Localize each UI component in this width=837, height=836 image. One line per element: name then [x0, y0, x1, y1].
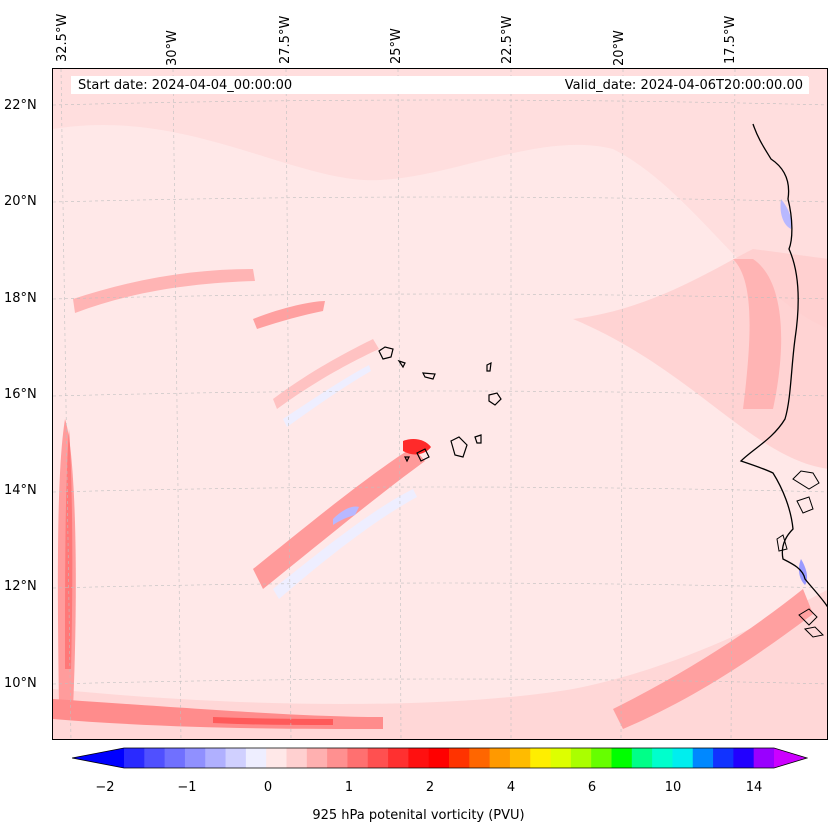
- pv-core-west: [65, 429, 73, 669]
- colorbar-cell: [327, 748, 348, 768]
- colorbar-tick: 6: [587, 780, 597, 795]
- coastline-africa: [739, 123, 827, 608]
- pv-band-southeast: [613, 589, 813, 729]
- lon-label: 30°W: [165, 30, 180, 66]
- pv-negative-spot: [333, 506, 359, 525]
- start-date-label: Start date: 2024-04-04_00:00:00: [72, 77, 299, 94]
- colorbar-cell: [266, 748, 287, 768]
- colorbar-tick: 1: [344, 780, 354, 795]
- colorbar-cell: [367, 748, 389, 768]
- colorbar-cell: [124, 748, 145, 768]
- colorbar-cell: [428, 748, 450, 768]
- island-brava: [404, 456, 410, 463]
- lon-label: 32.5°W: [55, 13, 70, 62]
- colorbar-cell: [388, 748, 409, 768]
- colorbar-cell: [530, 748, 552, 768]
- island-fogo: [416, 448, 430, 462]
- lat-label: 20°N: [4, 194, 37, 209]
- colorbar-tick: 10: [664, 780, 682, 795]
- potential-vorticity-field: [53, 69, 827, 739]
- pv-band-coast: [733, 259, 782, 409]
- colorbar-tick: 2: [425, 780, 435, 795]
- colorbar-cell: [164, 748, 186, 768]
- colorbar-cell: [205, 748, 227, 768]
- coastline-guinea-bissau-islands: [776, 470, 825, 638]
- colorbar-cell: [713, 748, 734, 768]
- colorbar-cell: [449, 748, 470, 768]
- pv-core-south: [213, 717, 333, 725]
- island-sao-vicente: [397, 359, 406, 369]
- lon-label: 27.5°W: [278, 15, 293, 64]
- lat-label: 16°N: [4, 387, 37, 402]
- lon-label: 25°W: [389, 28, 404, 64]
- valid-date-label: Valid_date: 2024-04-06T20:00:00.00: [558, 77, 809, 94]
- colorbar-cell: [184, 748, 206, 768]
- colorbar-extend-high: [774, 748, 807, 768]
- lon-label: 20°W: [612, 30, 627, 66]
- colorbar-cell: [611, 748, 633, 768]
- colorbar-cell: [550, 748, 572, 768]
- lon-label: 22.5°W: [500, 15, 515, 64]
- pv-negative-strip: [273, 489, 417, 599]
- pv-max-island: [403, 439, 431, 455]
- colorbar-tick: −2: [95, 780, 115, 795]
- pv-region-north: [53, 69, 827, 329]
- lat-label: 10°N: [4, 676, 37, 691]
- pv-region-south: [53, 509, 827, 739]
- colorbar-cell: [753, 748, 775, 768]
- colorbar-cell: [692, 748, 714, 768]
- colorbar-cell: [631, 748, 653, 768]
- colorbar-cell: [509, 748, 531, 768]
- island-maio: [474, 434, 482, 444]
- lat-label: 14°N: [4, 483, 37, 498]
- colorbar-cell: [652, 748, 673, 768]
- colorbar-cell: [672, 748, 694, 768]
- colorbar-cell: [245, 748, 267, 768]
- colorbar-cell: [469, 748, 491, 768]
- gridlines: [53, 69, 827, 739]
- island-sal: [486, 361, 492, 372]
- colorbar-title: 925 hPa potenital vorticity (PVU): [312, 808, 525, 823]
- island-santiago: [450, 436, 468, 458]
- colorbar-cell: [489, 748, 511, 768]
- colorbar-tick: −1: [177, 780, 197, 795]
- colorbar-cell: [144, 748, 166, 768]
- island-boa-vista: [488, 392, 502, 406]
- lat-label: 22°N: [4, 98, 37, 113]
- colorbar-tick: 14: [745, 780, 763, 795]
- island-sao-nicolau: [421, 372, 436, 380]
- islands: [378, 346, 502, 463]
- colorbar-tick: 0: [263, 780, 273, 795]
- pv-band-north: [73, 269, 255, 313]
- colorbar-outline: [72, 747, 808, 769]
- colorbar-cell: [591, 748, 612, 768]
- colorbar-cell: [570, 748, 592, 768]
- lat-label: 18°N: [4, 291, 37, 306]
- colorbar-cell: [733, 748, 755, 768]
- colorbar-tick: 4: [506, 780, 516, 795]
- colorbar-cell: [347, 748, 369, 768]
- lat-label: 12°N: [4, 579, 37, 594]
- lon-label: 17.5°W: [723, 15, 738, 64]
- pv-blob-north: [253, 301, 325, 329]
- colorbar-extend-low: [72, 748, 124, 768]
- colorbar: [72, 747, 808, 769]
- pv-negative-strip-2: [283, 365, 371, 427]
- colorbar-cell: [306, 748, 328, 768]
- colorbar-cell: [408, 748, 430, 768]
- map-panel: [52, 68, 828, 740]
- island-santo-antao: [378, 346, 394, 360]
- colorbar-cell: [225, 748, 247, 768]
- colorbar-cell: [286, 748, 308, 768]
- pv-negative-coast-north: [780, 199, 792, 229]
